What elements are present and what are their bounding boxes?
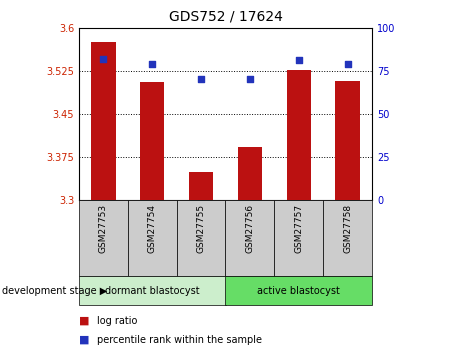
Title: GDS752 / 17624: GDS752 / 17624 [169,10,282,24]
Bar [91,42,115,200]
Bar [323,200,372,276]
Text: GSM27756: GSM27756 [245,204,254,253]
Bar [79,200,128,276]
Point [344,61,351,67]
Text: GSM27758: GSM27758 [343,204,352,253]
Bar [274,200,323,276]
Point [100,56,107,61]
Bar [238,147,262,200]
Text: GSM27757: GSM27757 [295,204,303,253]
Point [198,77,205,82]
Point [148,61,156,67]
Text: GSM27755: GSM27755 [197,204,206,253]
Bar [177,200,226,276]
Text: GSM27753: GSM27753 [99,204,108,253]
Text: ■: ■ [79,335,89,345]
Bar [286,70,311,200]
Text: ■: ■ [79,316,89,326]
Text: percentile rank within the sample: percentile rank within the sample [97,335,262,345]
Bar [140,82,165,200]
Bar [226,200,274,276]
Point [246,77,253,82]
Bar [189,172,213,200]
Bar [226,276,372,305]
Bar [79,276,226,305]
Point [295,58,302,63]
Text: GSM27754: GSM27754 [148,204,156,253]
Text: development stage ▶: development stage ▶ [2,286,107,296]
Bar [336,81,360,200]
Text: dormant blastocyst: dormant blastocyst [105,286,199,296]
Text: active blastocyst: active blastocyst [258,286,340,296]
Text: log ratio: log ratio [97,316,138,326]
Bar [128,200,177,276]
